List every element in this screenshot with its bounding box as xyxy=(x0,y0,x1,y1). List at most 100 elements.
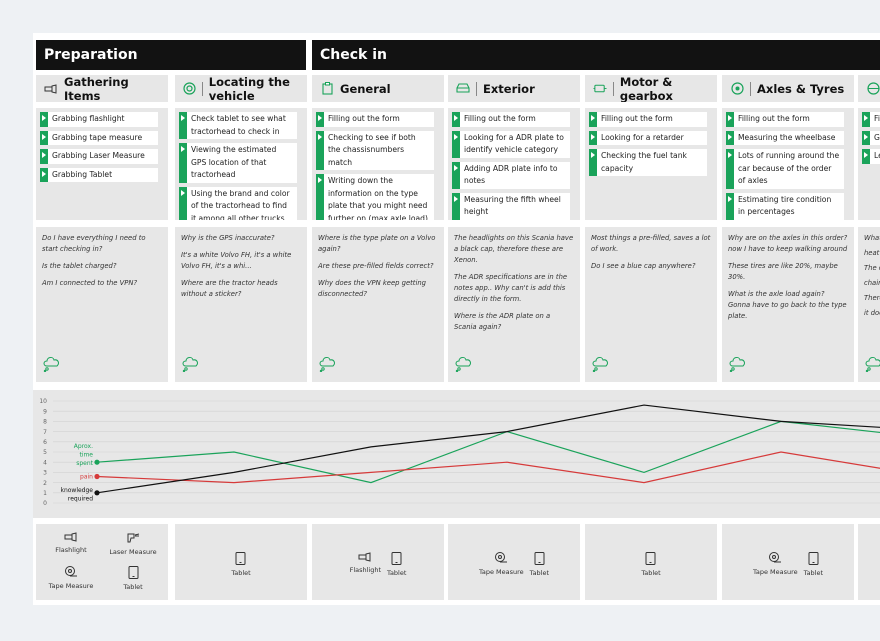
task-label: Lots of running around the car because o… xyxy=(738,151,840,185)
thought-text: Where is the type plate on a Volvo again… xyxy=(318,234,436,253)
task-label: Measuring the fifth wheel height xyxy=(464,194,561,217)
thought-text: heat xyxy=(864,249,880,257)
task-item: Grabbing Tablet xyxy=(40,167,158,182)
tool-tablet: Tablet xyxy=(105,566,161,591)
tool-label: Tape Measure xyxy=(478,568,524,576)
journey-map: Preparation Check in Gathering Items Grab… xyxy=(33,33,880,605)
task-item: Measuring the fifth wheel height xyxy=(452,192,570,220)
tool-label: Tablet xyxy=(641,569,661,577)
play-marker-icon xyxy=(862,112,870,127)
tools-box: Tape Measure Tablet xyxy=(722,524,854,600)
tape-measure-icon xyxy=(479,552,524,564)
flashlight-icon xyxy=(44,82,58,96)
play-marker-icon xyxy=(179,143,187,183)
task-label: Checking the fuel tank capacity xyxy=(601,151,687,173)
play-marker-icon xyxy=(452,112,460,127)
tablet-icon xyxy=(105,566,161,579)
task-label: Grabbing Laser Measure xyxy=(52,151,145,160)
series-line-1 xyxy=(96,451,880,484)
column-title: Motor & gearbox xyxy=(619,75,673,102)
tool-label: Tape Measure xyxy=(752,568,798,576)
tool-label: Tablet xyxy=(123,583,143,591)
thought-text: Is the tablet charged? xyxy=(42,262,117,270)
tablet-icon xyxy=(387,552,406,565)
series-line-2 xyxy=(96,404,880,494)
tool-label: Tablet xyxy=(231,569,251,577)
series-start-point xyxy=(94,473,100,480)
y-tick-label: 2 xyxy=(43,480,47,487)
thought-text: Are these pre-filled fields correct? xyxy=(318,262,434,270)
play-marker-icon xyxy=(316,130,324,170)
play-marker-icon xyxy=(40,112,48,127)
task-list: Check tablet to see what tractorhead to … xyxy=(175,108,307,220)
thought-text: The c xyxy=(864,264,880,272)
task-label: Looking for a ADR plate to identify vehi… xyxy=(464,132,564,155)
phase-preparation: Preparation xyxy=(36,40,306,70)
play-marker-icon xyxy=(316,112,324,127)
task-list: Filling out the form Measuring the wheelb… xyxy=(722,108,854,220)
task-item: Viewing the estimated GPS location of th… xyxy=(179,143,297,183)
thought-text: Am I connected to the VPN? xyxy=(42,279,138,287)
task-item: G xyxy=(862,130,880,145)
task-item: Using the brand and color of the tractor… xyxy=(179,186,297,220)
y-tick-label: 0 xyxy=(43,500,47,507)
play-marker-icon xyxy=(40,149,48,164)
play-marker-icon xyxy=(726,192,734,220)
tools-box: Flashlight Laser Measure Tape Measure Table… xyxy=(36,524,168,600)
task-item: Grabbing flashlight xyxy=(40,112,158,127)
column-header-exterior: Exterior xyxy=(448,75,580,102)
thoughts-box: Why are on the axles in this order? now … xyxy=(722,227,854,382)
task-label: Estimating tire condition in percentages xyxy=(738,194,832,217)
divider xyxy=(750,81,751,96)
tool-tablet: Tablet xyxy=(530,552,549,577)
divider xyxy=(613,81,614,96)
tool-label: Tablet xyxy=(803,569,824,577)
phase-check-in: Check in xyxy=(312,40,880,70)
tools-box xyxy=(858,524,880,600)
column-title: Locating the vehicle xyxy=(208,75,290,102)
tools-box: Tablet xyxy=(585,524,717,600)
column-title: Exterior xyxy=(483,81,535,96)
task-label: Viewing the estimated GPS location of th… xyxy=(191,145,277,179)
thought-cloud-icon xyxy=(181,354,201,376)
play-marker-icon xyxy=(726,130,734,145)
play-marker-icon xyxy=(40,130,48,145)
task-item: Filling out the form xyxy=(726,112,844,127)
column-header-axles-tyres: Axles & Tyres xyxy=(722,75,854,102)
task-label: Grabbing tape measure xyxy=(52,132,143,142)
thought-cloud-icon xyxy=(318,354,338,376)
task-item: Checking the fuel tank capacity xyxy=(589,149,707,176)
task-label: G xyxy=(874,132,880,142)
column-header-partial xyxy=(858,75,880,102)
y-tick-label: 4 xyxy=(43,459,47,466)
thoughts-box: Most things a pre-filled, saves a lot of… xyxy=(585,227,717,382)
tool-laser-measure: Laser Measure xyxy=(105,532,161,556)
tool-label: Flashlight xyxy=(55,546,87,554)
column-header-gathering-items: Gathering Items xyxy=(36,75,168,102)
thought-text: These tires are like 20%, maybe 30%. xyxy=(728,262,838,281)
y-tick-label: 7 xyxy=(43,429,47,436)
task-list: Grabbing flashlight Grabbing tape measure… xyxy=(36,108,168,220)
legend-time-spent: time xyxy=(79,452,93,459)
tool-tape-measure: Tape Measure xyxy=(753,552,798,576)
emotion-chart: 0 1 2 3 4 5 6 7 8 9 10 Aprox. time spent pain knowledge… xyxy=(33,390,880,518)
task-list: Fi G Le xyxy=(858,108,880,220)
play-marker-icon xyxy=(452,192,460,220)
y-tick-label: 10 xyxy=(39,398,47,405)
play-marker-icon xyxy=(179,186,187,220)
legend-time-spent: Aprox. xyxy=(74,443,93,450)
task-label: Looking for a retarder xyxy=(601,132,684,142)
tool-label: Flashlight xyxy=(349,566,382,574)
thoughts-box: What heat The c chair There it doe xyxy=(858,227,880,382)
task-item: Lots of running around the car because o… xyxy=(726,149,844,189)
divider xyxy=(202,81,203,96)
task-item: Filling out the form xyxy=(316,112,434,127)
tablet-icon xyxy=(530,552,549,565)
thoughts-box: Do I have everything I need to start che… xyxy=(36,227,168,382)
thought-cloud-icon xyxy=(42,354,62,376)
tablet-icon xyxy=(804,552,823,565)
tool-label: Tablet xyxy=(387,569,407,577)
tools-box: Flashlight Tablet xyxy=(312,524,444,600)
thought-text: The ADR specifications are in the notes … xyxy=(454,273,568,303)
